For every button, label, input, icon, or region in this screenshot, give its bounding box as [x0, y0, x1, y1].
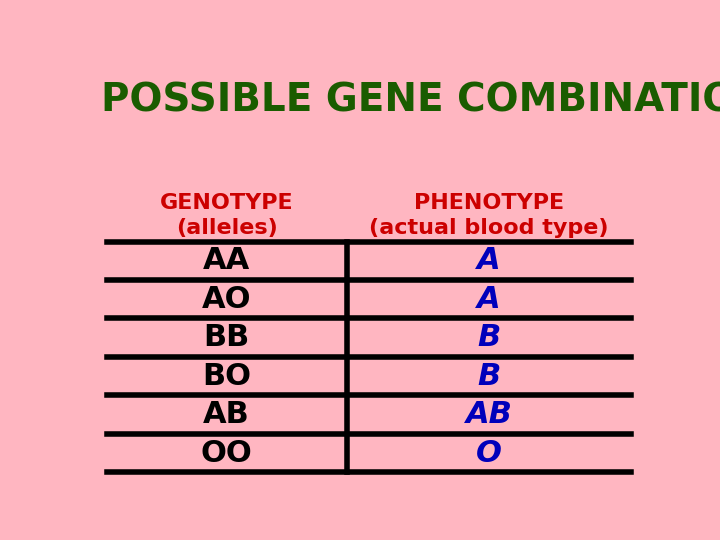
Text: (actual blood type): (actual blood type): [369, 218, 608, 238]
Text: AB: AB: [203, 400, 250, 429]
Text: BO: BO: [202, 362, 251, 390]
Text: B: B: [477, 323, 500, 352]
Text: AA: AA: [203, 246, 251, 275]
Text: BB: BB: [204, 323, 250, 352]
Text: AB: AB: [466, 400, 513, 429]
Text: A: A: [477, 246, 501, 275]
Text: OO: OO: [201, 438, 253, 468]
Text: O: O: [476, 438, 502, 468]
Text: (alleles): (alleles): [176, 218, 278, 238]
Text: PHENOTYPE: PHENOTYPE: [414, 193, 564, 213]
Text: B: B: [477, 362, 500, 390]
Text: AO: AO: [202, 285, 251, 314]
Text: POSSIBLE GENE COMBINATIONS: POSSIBLE GENE COMBINATIONS: [101, 82, 720, 119]
Text: GENOTYPE: GENOTYPE: [160, 193, 294, 213]
Text: A: A: [477, 285, 501, 314]
